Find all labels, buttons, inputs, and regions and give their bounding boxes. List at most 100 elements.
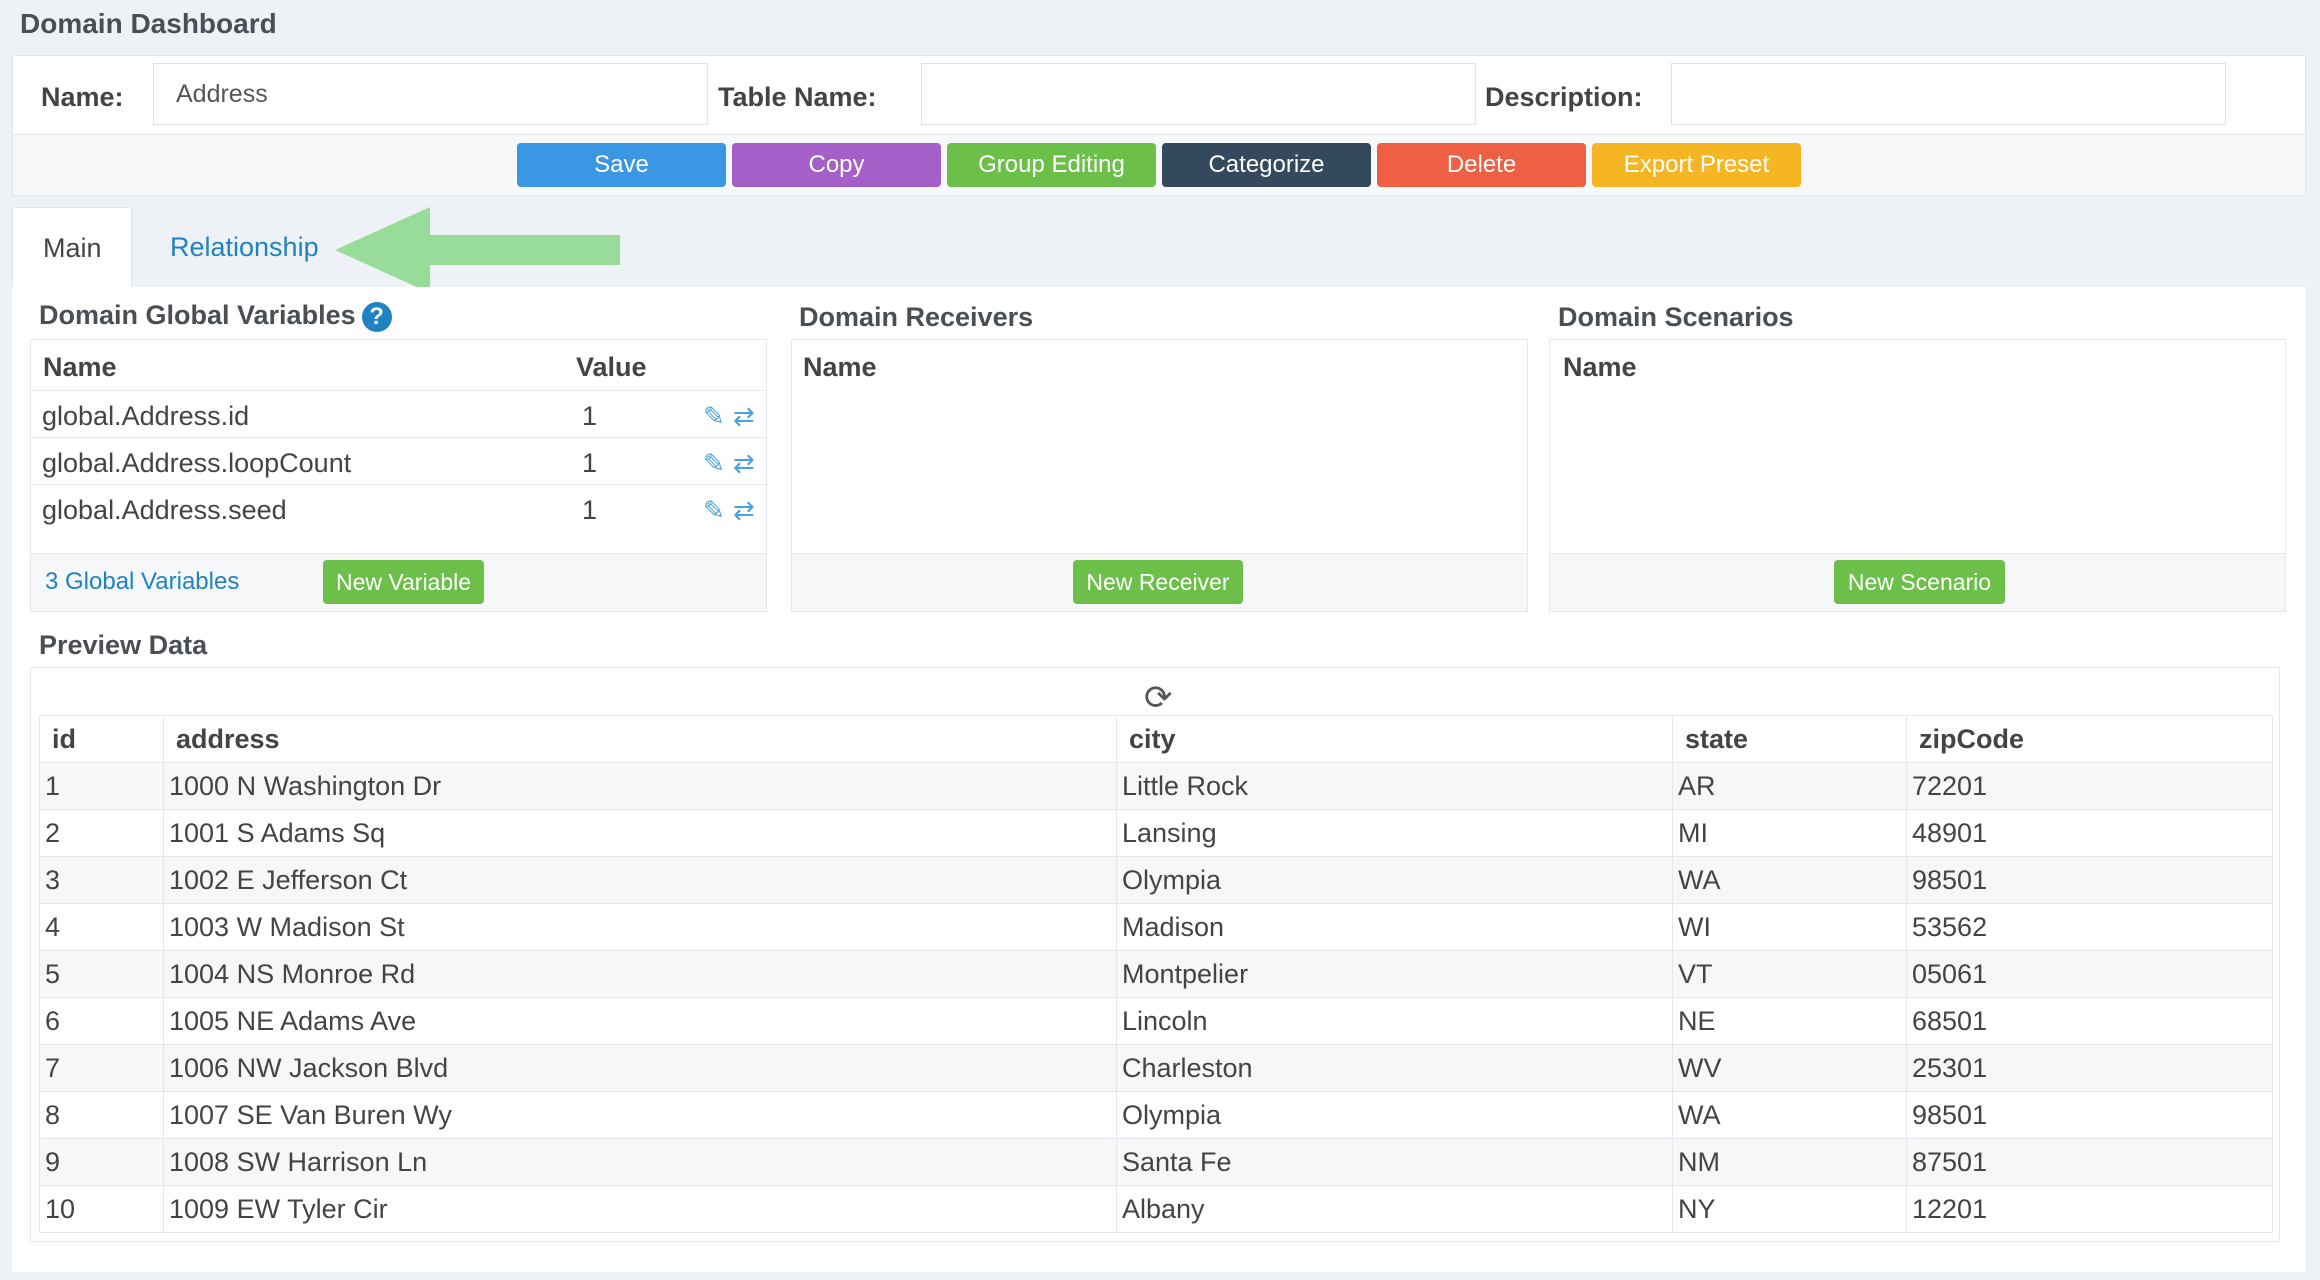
cell-state: MI (1672, 809, 1907, 857)
column-header-id[interactable]: id (39, 715, 164, 763)
variable-name: global.Address.seed (42, 495, 287, 525)
cell-zipcode: 72201 (1906, 762, 2273, 810)
global-variable-row: global.Address.loopCount 1 ✎ ⇄ (31, 437, 766, 484)
page-title: Domain Dashboard (20, 8, 277, 39)
pencil-icon[interactable]: ✎ (703, 448, 725, 478)
preview-table: id address city state zipCode 1 1000 N Wa… (39, 715, 2273, 1233)
cell-state: AR (1672, 762, 1907, 810)
global-variables-title: Domain Global Variables? (39, 300, 392, 332)
cell-state: VT (1672, 950, 1907, 998)
table-row: 2 1001 S Adams Sq Lansing MI 48901 (39, 809, 2273, 857)
table-row: 3 1002 E Jefferson Ct Olympia WA 98501 (39, 856, 2273, 904)
table-row: 6 1005 NE Adams Ave Lincoln NE 68501 (39, 997, 2273, 1045)
preview-table-body: 1 1000 N Washington Dr Little Rock AR 72201 2… (39, 762, 2273, 1233)
new-receiver-button[interactable]: New Receiver (1073, 560, 1243, 604)
cell-city: Charleston (1116, 1044, 1673, 1092)
swap-icon[interactable]: ⇄ (733, 401, 755, 431)
pencil-icon[interactable]: ✎ (703, 495, 725, 525)
question-circle-icon[interactable]: ? (361, 301, 392, 332)
global-variables-panel: Name Value global.Address.id 1 ✎ ⇄ globa… (30, 339, 767, 612)
column-header-name: Name (803, 352, 877, 382)
cell-id: 7 (39, 1044, 164, 1092)
table-name-label: Table Name: (718, 82, 877, 112)
column-header-name: Name (43, 352, 117, 382)
column-header-state[interactable]: state (1672, 715, 1907, 763)
cell-state: NM (1672, 1138, 1907, 1186)
cell-zipcode: 05061 (1906, 950, 2273, 998)
cell-city: Madison (1116, 903, 1673, 951)
column-header-city[interactable]: city (1116, 715, 1673, 763)
cell-state: NE (1672, 997, 1907, 1045)
new-variable-button[interactable]: New Variable (323, 560, 484, 604)
tab-main[interactable]: Main (12, 207, 132, 287)
copy-button[interactable]: Copy (732, 143, 941, 187)
global-variables-footer: 3 Global Variables New Variable (31, 553, 766, 611)
save-button[interactable]: Save (517, 143, 726, 187)
domain-receivers-panel: Name New Receiver (791, 339, 1528, 612)
cell-id: 4 (39, 903, 164, 951)
variable-value: 1 (582, 401, 598, 431)
name-label: Name: (41, 82, 124, 112)
cell-city: Lincoln (1116, 997, 1673, 1045)
tab-relationship[interactable]: Relationship (170, 232, 319, 262)
cell-city: Montpelier (1116, 950, 1673, 998)
global-variable-row: global.Address.seed 1 ✎ ⇄ (31, 484, 766, 531)
cell-zipcode: 12201 (1906, 1185, 2273, 1233)
cell-zipcode: 98501 (1906, 856, 2273, 904)
cell-address: 1007 SE Van Buren Wy (163, 1091, 1117, 1139)
column-header-value: Value (576, 352, 647, 382)
cell-address: 1009 EW Tyler Cir (163, 1185, 1117, 1233)
categorize-button[interactable]: Categorize (1162, 143, 1371, 187)
cell-id: 10 (39, 1185, 164, 1233)
preview-data-panel: ⟳ id address city state zipCode 1 1000 N … (30, 667, 2280, 1242)
table-row: 10 1009 EW Tyler Cir Albany NY 12201 (39, 1185, 2273, 1233)
table-row: 7 1006 NW Jackson Blvd Charleston WV 25301 (39, 1044, 2273, 1092)
name-input[interactable] (153, 63, 708, 125)
toolbar: Save Copy Group Editing Categorize Delet… (12, 135, 2306, 196)
global-variable-row: global.Address.id 1 ✎ ⇄ (31, 390, 766, 437)
cell-address: 1004 NS Monroe Rd (163, 950, 1117, 998)
cell-city: Little Rock (1116, 762, 1673, 810)
table-row: 1 1000 N Washington Dr Little Rock AR 72201 (39, 762, 2273, 810)
swap-icon[interactable]: ⇄ (733, 448, 755, 478)
cell-zipcode: 53562 (1906, 903, 2273, 951)
table-name-input[interactable] (921, 63, 1476, 125)
domain-form: Name: Table Name: Description: (12, 55, 2306, 135)
table-row: 9 1008 SW Harrison Ln Santa Fe NM 87501 (39, 1138, 2273, 1186)
swap-icon[interactable]: ⇄ (733, 495, 755, 525)
cell-state: NY (1672, 1185, 1907, 1233)
cell-zipcode: 48901 (1906, 809, 2273, 857)
delete-button[interactable]: Delete (1377, 143, 1586, 187)
cell-zipcode: 68501 (1906, 997, 2273, 1045)
description-input[interactable] (1671, 63, 2226, 125)
cell-city: Santa Fe (1116, 1138, 1673, 1186)
column-header-zipcode[interactable]: zipCode (1906, 715, 2273, 763)
cell-zipcode: 25301 (1906, 1044, 2273, 1092)
column-header-name: Name (1563, 352, 1637, 382)
cell-city: Olympia (1116, 1091, 1673, 1139)
cell-id: 8 (39, 1091, 164, 1139)
cell-zipcode: 98501 (1906, 1091, 2273, 1139)
variable-value: 1 (582, 448, 598, 478)
global-variables-count-link[interactable]: 3 Global Variables (45, 568, 240, 595)
column-header-address[interactable]: address (163, 715, 1117, 763)
domain-scenarios-panel: Name New Scenario (1549, 339, 2286, 612)
group-editing-button[interactable]: Group Editing (947, 143, 1156, 187)
preview-data-title: Preview Data (39, 630, 208, 660)
cell-id: 9 (39, 1138, 164, 1186)
cell-address: 1000 N Washington Dr (163, 762, 1117, 810)
refresh-icon[interactable]: ⟳ (1144, 679, 1173, 717)
pencil-icon[interactable]: ✎ (703, 401, 725, 431)
cell-address: 1001 S Adams Sq (163, 809, 1117, 857)
cell-city: Lansing (1116, 809, 1673, 857)
table-row: 5 1004 NS Monroe Rd Montpelier VT 05061 (39, 950, 2273, 998)
variable-value: 1 (582, 495, 598, 525)
global-variables-title-text: Domain Global Variables (39, 300, 356, 330)
export-preset-button[interactable]: Export Preset (1592, 143, 1801, 187)
cell-address: 1005 NE Adams Ave (163, 997, 1117, 1045)
new-scenario-button[interactable]: New Scenario (1834, 560, 2005, 604)
cell-address: 1002 E Jefferson Ct (163, 856, 1117, 904)
cell-address: 1008 SW Harrison Ln (163, 1138, 1117, 1186)
cell-id: 1 (39, 762, 164, 810)
cell-id: 6 (39, 997, 164, 1045)
